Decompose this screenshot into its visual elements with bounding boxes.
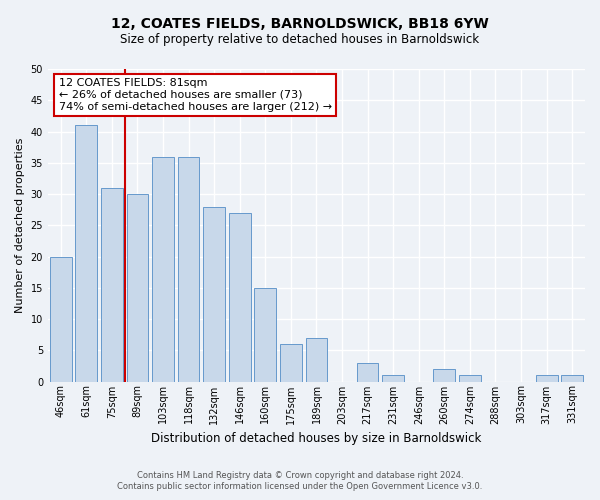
Y-axis label: Number of detached properties: Number of detached properties [15,138,25,313]
Bar [254,288,276,382]
Bar [101,188,123,382]
Text: 12 COATES FIELDS: 81sqm
← 26% of detached houses are smaller (73)
74% of semi-de: 12 COATES FIELDS: 81sqm ← 26% of detache… [59,78,332,112]
Bar [459,376,481,382]
Bar [178,156,199,382]
Bar [382,376,404,382]
Bar [152,156,174,382]
Bar [305,338,328,382]
Bar [562,376,583,382]
Text: 12, COATES FIELDS, BARNOLDSWICK, BB18 6YW: 12, COATES FIELDS, BARNOLDSWICK, BB18 6Y… [111,18,489,32]
Bar [76,126,97,382]
Text: Contains public sector information licensed under the Open Government Licence v3: Contains public sector information licen… [118,482,482,491]
X-axis label: Distribution of detached houses by size in Barnoldswick: Distribution of detached houses by size … [151,432,482,445]
Bar [280,344,302,382]
Text: Size of property relative to detached houses in Barnoldswick: Size of property relative to detached ho… [121,32,479,46]
Bar [203,206,225,382]
Bar [357,363,379,382]
Bar [433,369,455,382]
Bar [536,376,557,382]
Bar [127,194,148,382]
Bar [229,213,251,382]
Bar [50,256,71,382]
Text: Contains HM Land Registry data © Crown copyright and database right 2024.: Contains HM Land Registry data © Crown c… [137,471,463,480]
